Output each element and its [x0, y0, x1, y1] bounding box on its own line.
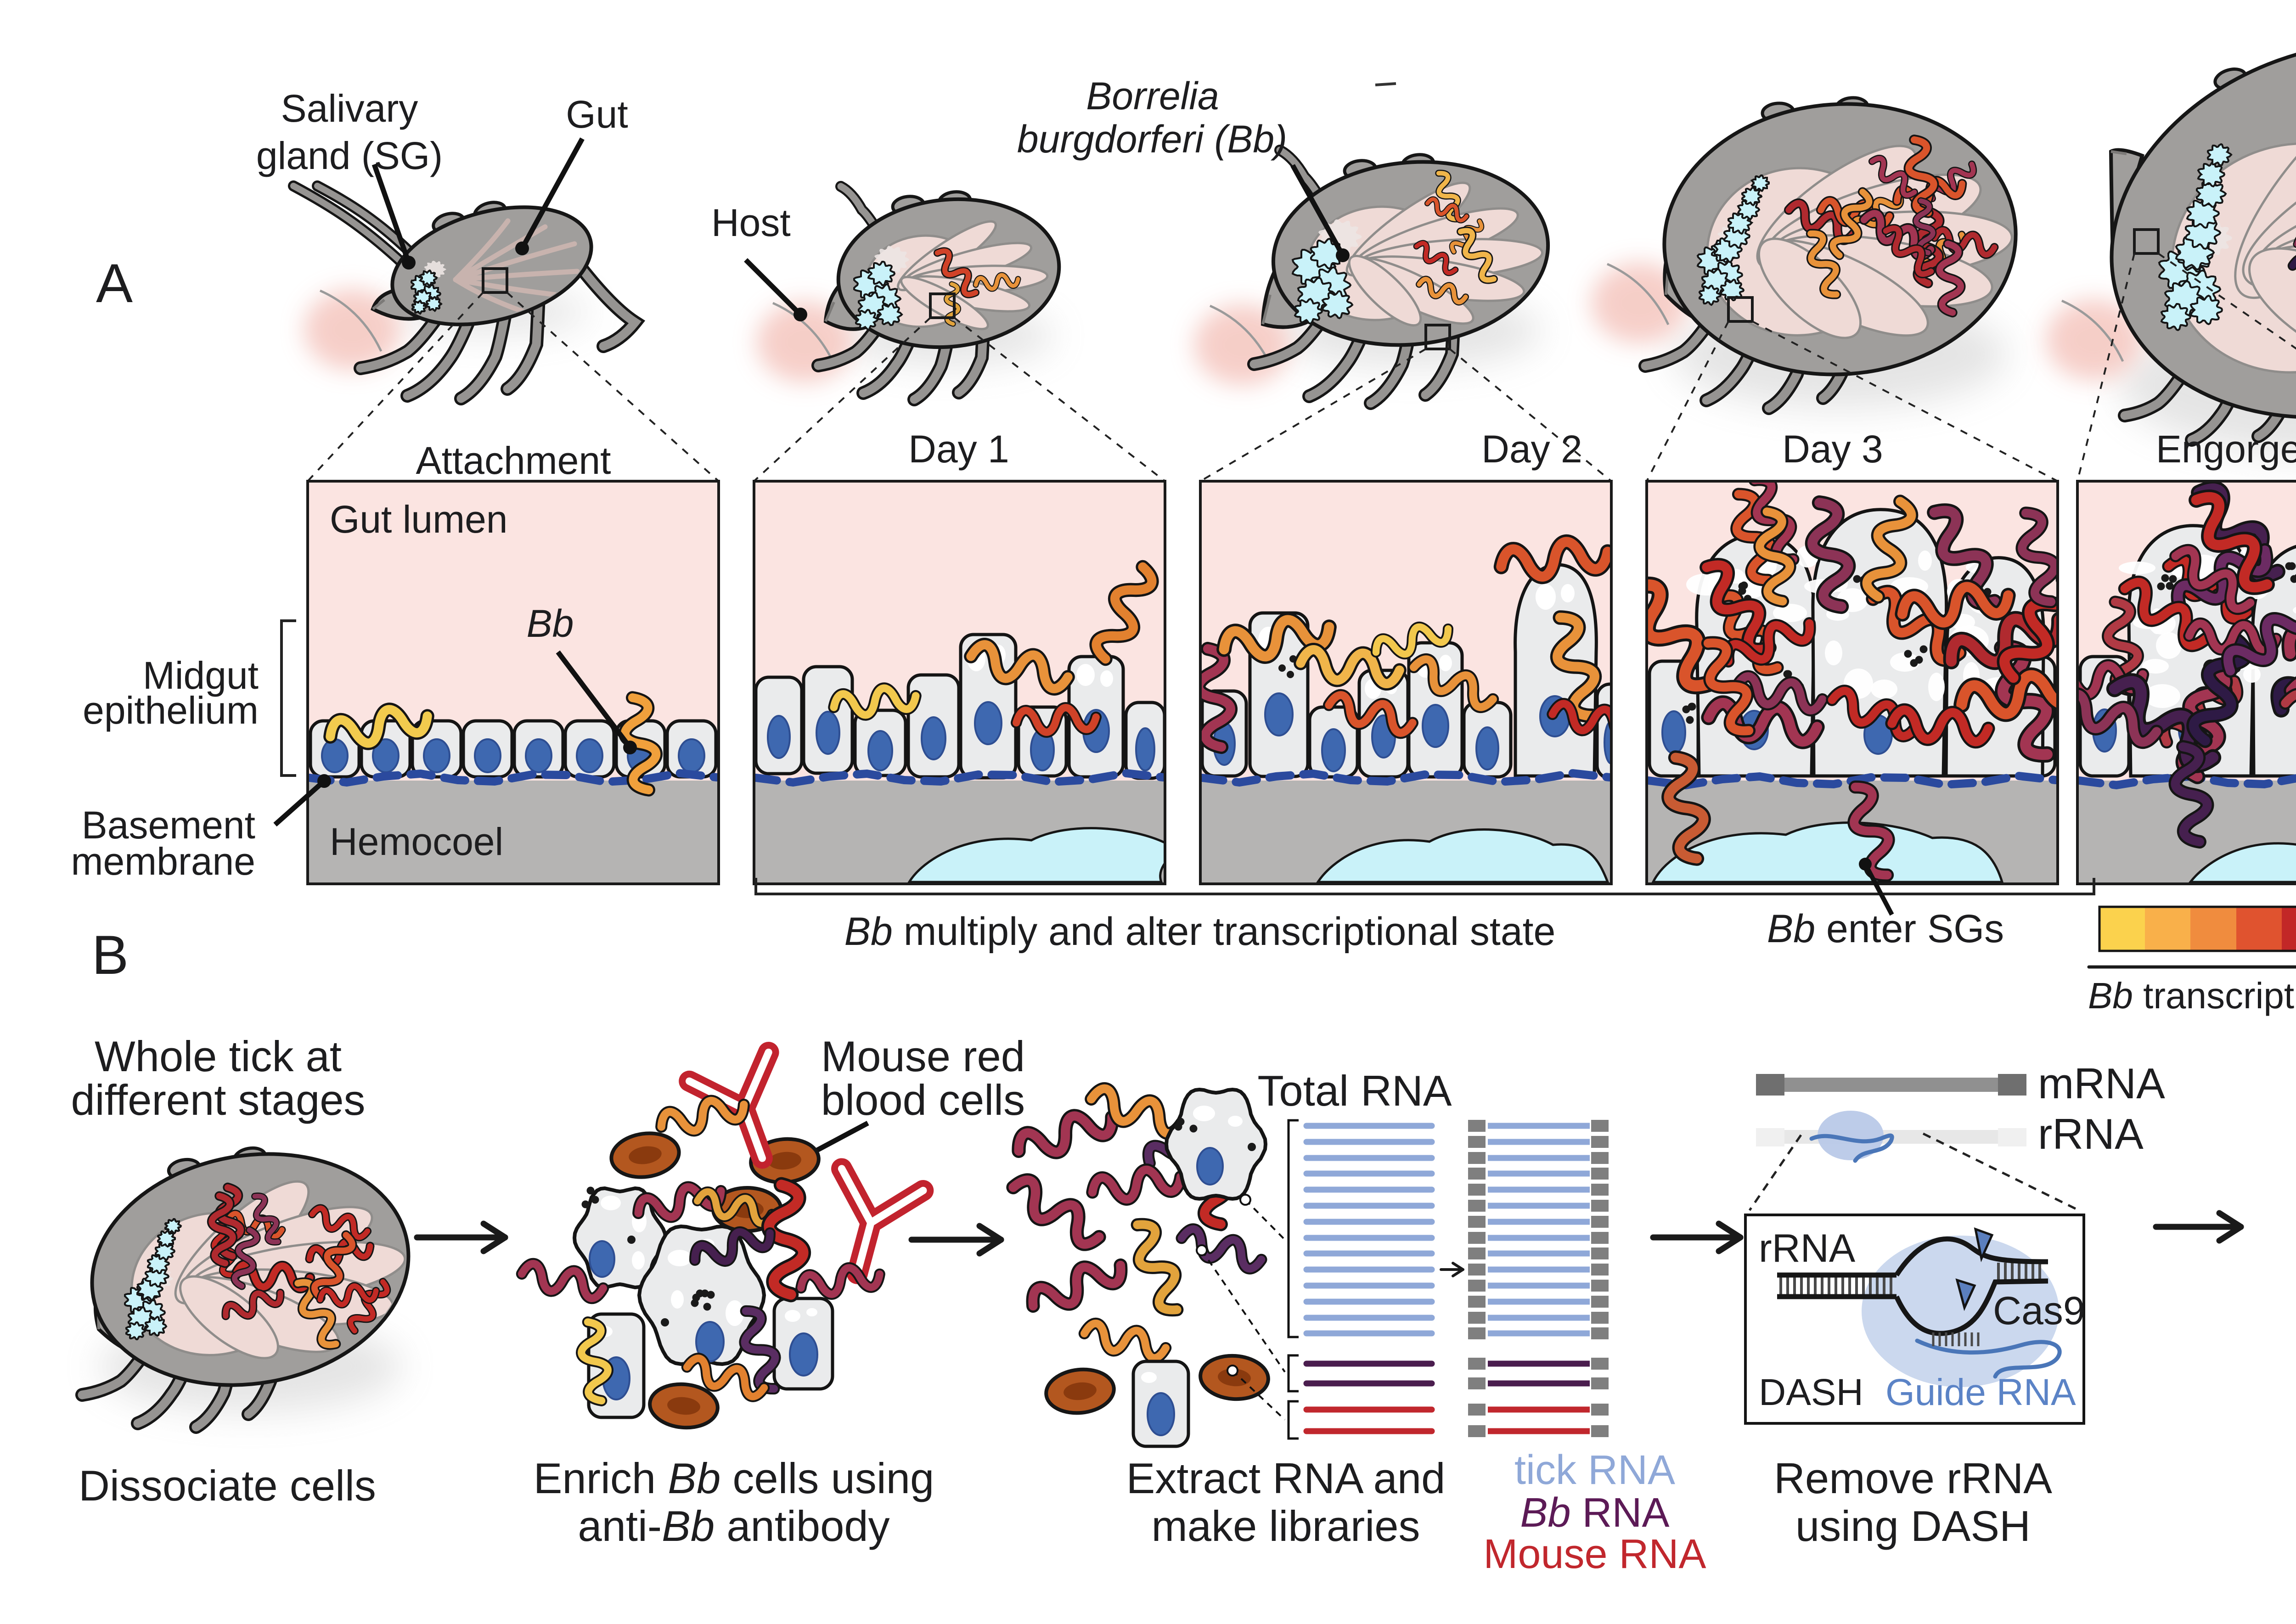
svg-text:Engorgement: Engorgement: [2156, 427, 2296, 471]
svg-text:Basement: Basement: [82, 804, 255, 847]
svg-text:DASH: DASH: [1759, 1371, 1863, 1413]
svg-text:A: A: [96, 253, 133, 314]
svg-text:Whole tick at: Whole tick at: [95, 1032, 342, 1080]
svg-text:Extract RNA and: Extract RNA and: [1126, 1454, 1446, 1502]
svg-text:Guide RNA: Guide RNA: [1885, 1371, 2076, 1413]
svg-text:Borrelia: Borrelia: [1086, 74, 1219, 118]
svg-text:Attachment: Attachment: [416, 439, 611, 482]
svg-text:Cas9: Cas9: [1993, 1289, 2085, 1333]
svg-text:Bb RNA: Bb RNA: [1520, 1490, 1669, 1536]
svg-text:Bb: Bb: [527, 602, 574, 645]
svg-text:Salivary: Salivary: [281, 87, 418, 130]
svg-text:rRNA: rRNA: [2038, 1110, 2144, 1158]
svg-text:B: B: [92, 924, 129, 986]
svg-text:epithelium: epithelium: [83, 689, 259, 732]
svg-text:anti-Bb antibody: anti-Bb antibody: [578, 1502, 889, 1550]
svg-text:Dissociate cells: Dissociate cells: [79, 1461, 376, 1510]
svg-text:mRNA: mRNA: [2038, 1059, 2165, 1107]
svg-text:rRNA: rRNA: [1759, 1226, 1856, 1270]
svg-text:Gut lumen: Gut lumen: [330, 498, 508, 541]
svg-text:Day 1: Day 1: [908, 427, 1009, 471]
svg-text:Day 2: Day 2: [1481, 427, 1582, 471]
svg-text:tick RNA: tick RNA: [1514, 1447, 1675, 1493]
svg-text:membrane: membrane: [71, 840, 255, 883]
svg-text:Bb enter SGs: Bb enter SGs: [1767, 907, 2004, 951]
svg-text:blood cells: blood cells: [821, 1076, 1025, 1124]
svg-text:Bb multiply and alter transcri: Bb multiply and alter transcriptional st…: [844, 910, 1556, 954]
svg-text:Remove rRNA: Remove rRNA: [1774, 1454, 2052, 1502]
svg-text:Gut: Gut: [566, 93, 628, 136]
svg-text:make libraries: make libraries: [1151, 1502, 1420, 1550]
svg-text:Day 3: Day 3: [1782, 427, 1883, 471]
svg-text:Hemocoel: Hemocoel: [330, 820, 503, 863]
svg-text:Midgut: Midgut: [143, 654, 259, 697]
svg-text:using DASH: using DASH: [1795, 1502, 2031, 1550]
svg-text:different stages: different stages: [71, 1076, 365, 1124]
svg-text:Total RNA: Total RNA: [1257, 1067, 1452, 1115]
svg-text:Mouse RNA: Mouse RNA: [1483, 1531, 1706, 1577]
svg-text:Host: Host: [711, 201, 791, 244]
svg-text:burgdorferi (Bb): burgdorferi (Bb): [1017, 118, 1287, 161]
svg-text:gland (SG): gland (SG): [256, 134, 443, 177]
svg-text:Enrich Bb cells using: Enrich Bb cells using: [534, 1454, 934, 1502]
svg-text:Mouse red: Mouse red: [821, 1032, 1025, 1080]
svg-text:Bb transcriptional state: Bb transcriptional state: [2088, 975, 2296, 1016]
